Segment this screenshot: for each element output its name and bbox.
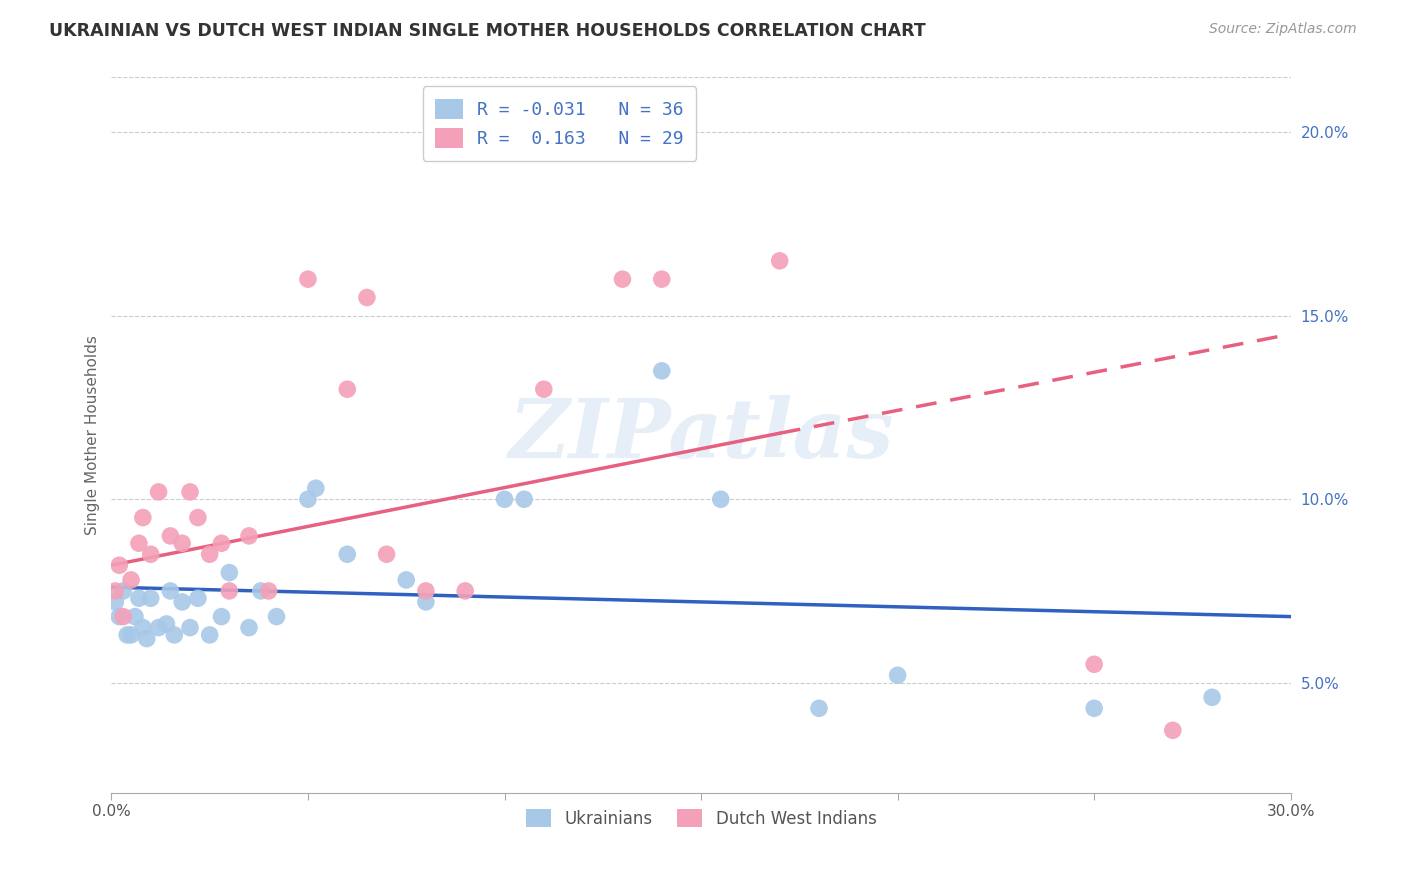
Y-axis label: Single Mother Households: Single Mother Households xyxy=(86,335,100,535)
Point xyxy=(120,573,142,587)
Point xyxy=(1083,701,1105,715)
Point xyxy=(104,595,127,609)
Point xyxy=(612,272,634,286)
Point xyxy=(132,510,155,524)
Point xyxy=(148,484,170,499)
Point xyxy=(651,364,673,378)
Text: Source: ZipAtlas.com: Source: ZipAtlas.com xyxy=(1209,22,1357,37)
Point xyxy=(198,628,221,642)
Point xyxy=(769,253,792,268)
Point xyxy=(513,492,536,507)
Point xyxy=(135,632,157,646)
Point xyxy=(112,583,135,598)
Point xyxy=(249,583,271,598)
Point xyxy=(808,701,831,715)
Point xyxy=(415,595,437,609)
Point xyxy=(297,492,319,507)
Point xyxy=(124,609,146,624)
Point xyxy=(128,591,150,606)
Point xyxy=(336,547,359,561)
Point xyxy=(211,609,233,624)
Point xyxy=(356,291,378,305)
Point xyxy=(179,621,201,635)
Point xyxy=(211,536,233,550)
Point xyxy=(336,382,359,396)
Point xyxy=(148,621,170,635)
Point xyxy=(257,583,280,598)
Point xyxy=(163,628,186,642)
Point xyxy=(108,609,131,624)
Point xyxy=(159,583,181,598)
Text: ZIPatlas: ZIPatlas xyxy=(509,395,894,475)
Legend: Ukrainians, Dutch West Indians: Ukrainians, Dutch West Indians xyxy=(519,803,883,834)
Point xyxy=(1161,723,1184,738)
Point xyxy=(1201,690,1223,705)
Point xyxy=(187,591,209,606)
Point xyxy=(198,547,221,561)
Point xyxy=(454,583,477,598)
Point xyxy=(238,529,260,543)
Point xyxy=(155,616,177,631)
Point xyxy=(533,382,555,396)
Point xyxy=(710,492,733,507)
Point xyxy=(218,583,240,598)
Point xyxy=(139,547,162,561)
Point xyxy=(120,628,142,642)
Point xyxy=(112,609,135,624)
Point xyxy=(104,583,127,598)
Point xyxy=(172,536,194,550)
Point xyxy=(115,628,138,642)
Point xyxy=(395,573,418,587)
Point xyxy=(238,621,260,635)
Point xyxy=(375,547,398,561)
Point xyxy=(187,510,209,524)
Point xyxy=(1083,657,1105,672)
Point xyxy=(172,595,194,609)
Point xyxy=(266,609,288,624)
Point xyxy=(886,668,908,682)
Point xyxy=(132,621,155,635)
Point xyxy=(305,481,328,495)
Point xyxy=(651,272,673,286)
Point xyxy=(128,536,150,550)
Text: UKRAINIAN VS DUTCH WEST INDIAN SINGLE MOTHER HOUSEHOLDS CORRELATION CHART: UKRAINIAN VS DUTCH WEST INDIAN SINGLE MO… xyxy=(49,22,927,40)
Point xyxy=(139,591,162,606)
Point xyxy=(108,558,131,573)
Point xyxy=(297,272,319,286)
Point xyxy=(179,484,201,499)
Point xyxy=(494,492,516,507)
Point xyxy=(218,566,240,580)
Point xyxy=(415,583,437,598)
Point xyxy=(159,529,181,543)
